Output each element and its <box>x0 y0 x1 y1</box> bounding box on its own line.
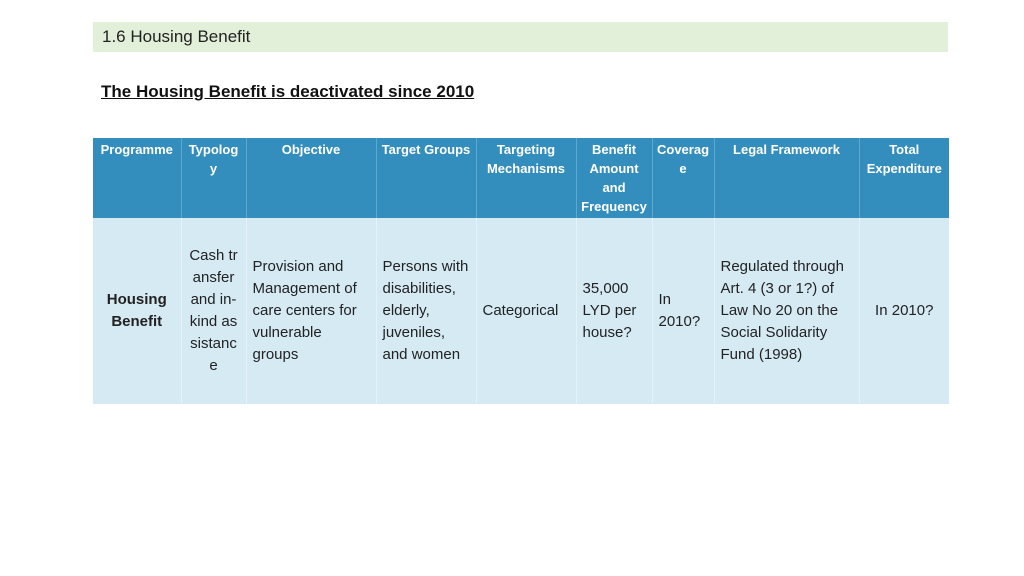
programme-table: Programme Typology Objective Target Grou… <box>93 138 949 404</box>
section-title: 1.6 Housing Benefit <box>102 27 251 46</box>
table-row: Housing Benefit Cash transfer and in-kin… <box>93 218 949 404</box>
cell-targeting-mechanisms: Categorical <box>476 218 577 404</box>
header-programme: Programme <box>93 138 182 218</box>
cell-benefit-amount: 35,000 LYD per house? <box>576 218 653 404</box>
header-benefit-amount: Benefit Amount and Frequency <box>576 138 653 218</box>
cell-objective: Provision and Management of care centers… <box>246 218 377 404</box>
table-header-row: Programme Typology Objective Target Grou… <box>93 138 949 218</box>
header-total-expenditure: Total Expenditure <box>859 138 949 218</box>
cell-typology: Cash transfer and in-kind assistance <box>181 218 247 404</box>
header-objective: Objective <box>246 138 377 218</box>
header-legal-framework: Legal Framework <box>714 138 860 218</box>
header-typology: Typology <box>181 138 247 218</box>
cell-coverage: In 2010? <box>652 218 715 404</box>
cell-programme: Housing Benefit <box>93 218 182 404</box>
page-heading: The Housing Benefit is deactivated since… <box>101 82 475 101</box>
section-title-bar: 1.6 Housing Benefit <box>93 22 948 52</box>
header-target-groups: Target Groups <box>376 138 477 218</box>
cell-total-expenditure: In 2010? <box>859 218 949 404</box>
cell-target-groups: Persons with disabilities, elderly, juve… <box>376 218 477 404</box>
header-targeting-mechanisms: Targeting Mechanisms <box>476 138 577 218</box>
cell-legal-framework: Regulated through Art. 4 (3 or 1?) of La… <box>714 218 860 404</box>
header-coverage: Coverage <box>652 138 715 218</box>
